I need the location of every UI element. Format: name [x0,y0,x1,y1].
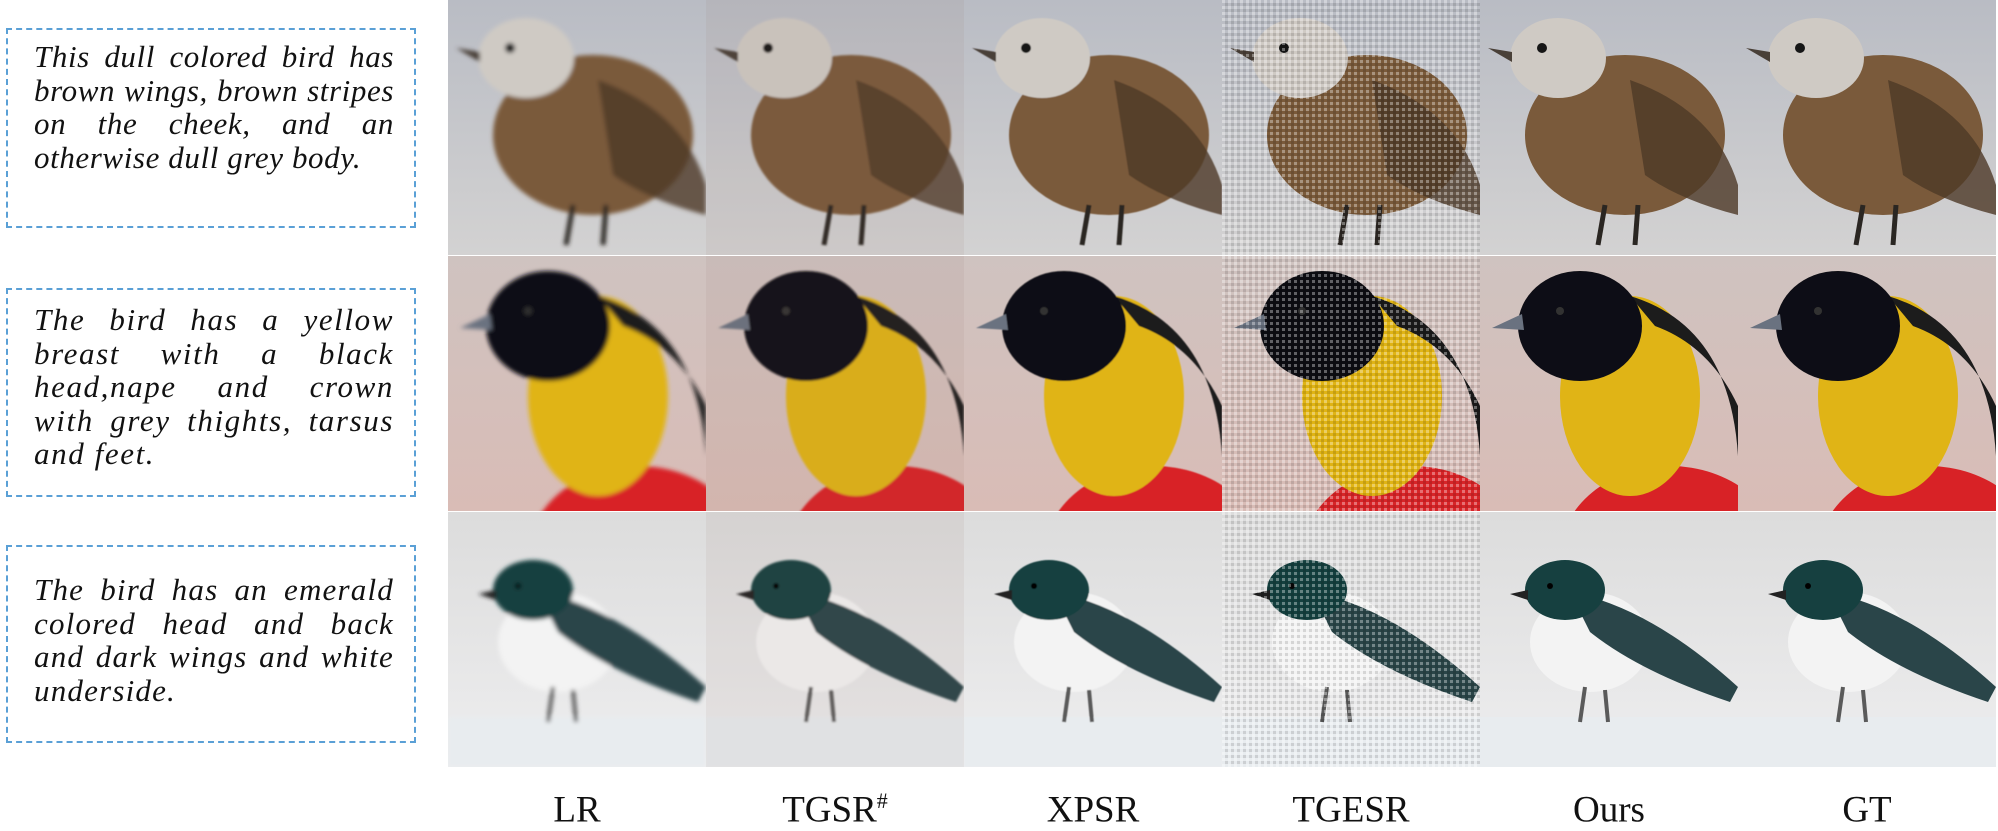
caption-box: This dull colored bird has brown wings, … [6,28,416,228]
bird-image-sparrow [706,0,964,255]
bird-image-sparrow [964,0,1222,255]
bird-image-sparrow [1222,0,1480,255]
bird-image-swallow [1222,512,1480,767]
bird-image-oriole [448,256,706,511]
bird-image-sparrow [448,0,706,255]
image-grid [448,0,1998,767]
bird-image-sparrow [1480,0,1738,255]
bird-image-oriole [964,256,1222,511]
bird-image-oriole [706,256,964,511]
column-label: GT [1842,789,1892,831]
column-label: LR [553,789,601,831]
bird-image-oriole [1738,256,1996,511]
caption-box: The bird has an emerald colored head and… [6,545,416,743]
bird-image-oriole [1480,256,1738,511]
bird-image-oriole [1222,256,1480,511]
caption-text: This dull colored bird has brown wings, … [34,39,394,175]
caption-text: The bird has an emerald colored head and… [34,572,394,708]
caption-box: The bird has a yellow breast with a blac… [6,288,416,497]
column-label: TGSR# [782,788,888,831]
column-label: TGESR [1292,789,1410,831]
bird-image-swallow [1480,512,1738,767]
bird-image-sparrow [1738,0,1996,255]
bird-image-swallow [448,512,706,767]
column-label: Ours [1573,789,1645,831]
caption-text: The bird has a yellow breast with a blac… [34,302,394,471]
bird-image-swallow [964,512,1222,767]
column-label: XPSR [1046,789,1140,831]
bird-image-swallow [1738,512,1996,767]
bird-image-swallow [706,512,964,767]
